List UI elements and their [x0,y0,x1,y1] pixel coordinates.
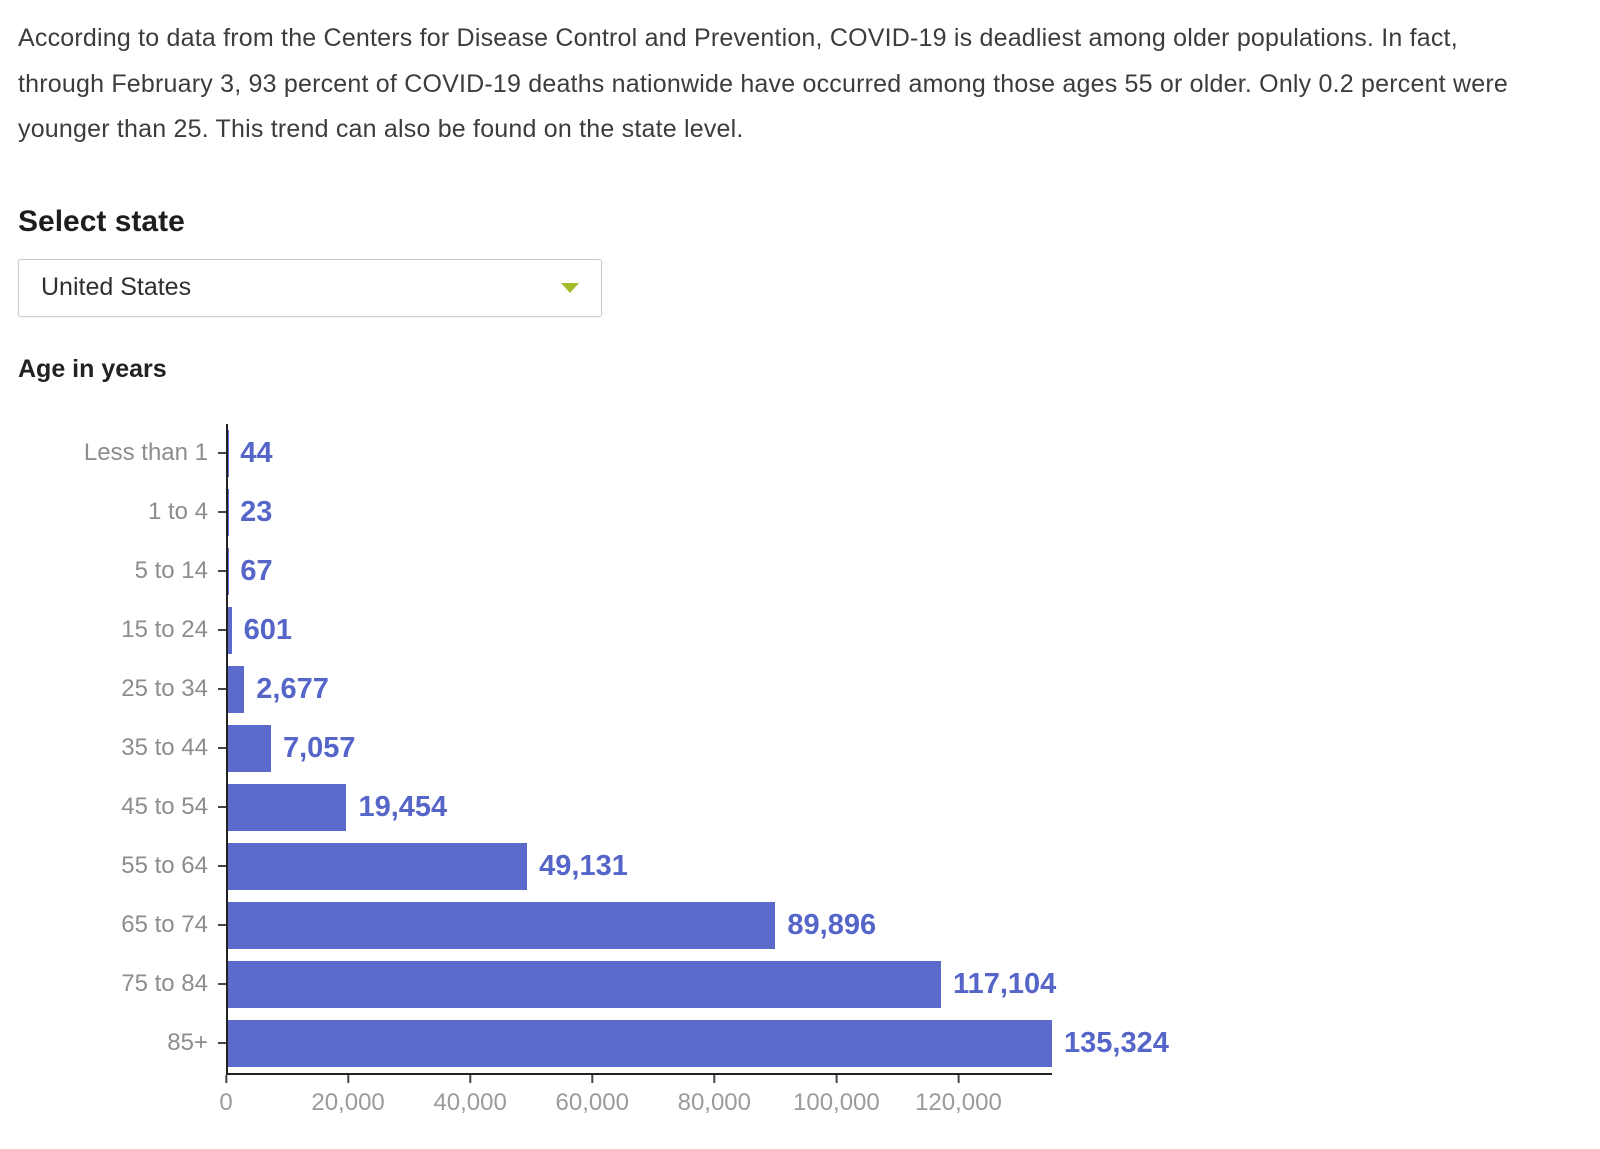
category-label: 75 to 84 [18,970,218,998]
chart-row: 65 to 74 89,896 [18,896,1052,955]
plot-area: 117,104 [226,955,1052,1014]
x-axis-spacer [18,1073,226,1129]
category-label: 5 to 14 [18,557,218,585]
x-tick-mark [591,1075,593,1083]
category-label: 25 to 34 [18,675,218,703]
value-label: 67 [240,555,272,588]
chart-rows: Less than 1 44 1 to 4 23 5 to 14 67 15 to 24 60… [18,424,1052,1073]
bar [228,1020,1052,1067]
chart-row: 1 to 4 23 [18,483,1052,542]
chart-title: Age in years [18,355,1580,384]
chart-row: 25 to 34 2,677 [18,660,1052,719]
category-label: 85+ [18,1029,218,1057]
y-tick-mark [218,924,226,926]
x-tick: 20,000 [311,1075,384,1117]
category-label: 55 to 64 [18,852,218,880]
bar [228,725,271,772]
x-tick-mark [713,1075,715,1083]
y-tick-mark [218,570,226,572]
chevron-down-icon [561,283,579,293]
chart-row: 55 to 64 49,131 [18,837,1052,896]
plot-area: 49,131 [226,837,1052,896]
y-tick-mark [218,511,226,513]
x-tick-label: 40,000 [433,1089,506,1117]
x-tick-label: 100,000 [793,1089,880,1117]
bar [228,607,232,654]
state-dropdown[interactable]: United States [18,259,602,317]
bar [228,961,941,1008]
value-label: 117,104 [953,968,1056,1001]
y-tick-mark [218,1042,226,1044]
plot-area: 601 [226,601,1052,660]
plot-area: 67 [226,542,1052,601]
plot-area: 135,324 [226,1014,1052,1073]
value-label: 2,677 [256,673,329,706]
plot-area: 7,057 [226,719,1052,778]
category-label: 35 to 44 [18,734,218,762]
x-tick: 100,000 [793,1075,880,1117]
y-tick-mark [218,983,226,985]
plot-area: 44 [226,424,1052,483]
bar [228,784,346,831]
x-tick: 0 [219,1075,232,1117]
plot-area: 23 [226,483,1052,542]
chart-row: 5 to 14 67 [18,542,1052,601]
x-tick-label: 120,000 [915,1089,1002,1117]
plot-area: 19,454 [226,778,1052,837]
bar-chart: Less than 1 44 1 to 4 23 5 to 14 67 15 to 24 60… [18,424,1052,1129]
bar [228,902,775,949]
x-tick-label: 60,000 [556,1089,629,1117]
chart-row: 35 to 44 7,057 [18,719,1052,778]
category-label: 15 to 24 [18,616,218,644]
value-label: 49,131 [539,850,628,883]
value-label: 23 [240,496,272,529]
value-label: 7,057 [283,732,356,765]
chart-row: 45 to 54 19,454 [18,778,1052,837]
bar [228,843,527,890]
y-tick-mark [218,806,226,808]
x-tick-mark [469,1075,471,1083]
category-label: 65 to 74 [18,911,218,939]
chart-row: Less than 1 44 [18,424,1052,483]
plot-area: 2,677 [226,660,1052,719]
category-label: 45 to 54 [18,793,218,821]
y-tick-mark [218,452,226,454]
chart-row: 15 to 24 601 [18,601,1052,660]
x-tick-mark [225,1075,227,1083]
bar [228,666,244,713]
plot-area: 89,896 [226,896,1052,955]
x-axis-row: 0 20,000 40,000 60,000 80,000 100,000 120,000 [18,1073,1052,1129]
x-tick-mark [835,1075,837,1083]
x-tick: 40,000 [433,1075,506,1117]
intro-text: According to data from the Centers for D… [18,16,1523,153]
x-tick-label: 0 [219,1089,232,1117]
y-tick-mark [218,688,226,690]
value-label: 135,324 [1064,1027,1169,1060]
x-tick: 80,000 [678,1075,751,1117]
select-state-heading: Select state [18,205,1580,239]
y-tick-mark [218,865,226,867]
value-label: 89,896 [787,909,876,942]
x-tick-label: 20,000 [311,1089,384,1117]
y-tick-mark [218,629,226,631]
chart-row: 75 to 84 117,104 [18,955,1052,1014]
category-label: Less than 1 [18,439,218,467]
value-label: 19,454 [358,791,447,824]
state-dropdown-value: United States [41,273,191,302]
chart-row: 85+ 135,324 [18,1014,1052,1073]
y-tick-mark [218,747,226,749]
x-tick: 120,000 [915,1075,1002,1117]
x-tick-label: 80,000 [678,1089,751,1117]
category-label: 1 to 4 [18,498,218,526]
value-label: 44 [240,437,272,470]
x-tick-mark [957,1075,959,1083]
x-tick-mark [347,1075,349,1083]
x-tick: 60,000 [556,1075,629,1117]
value-label: 601 [244,614,292,647]
